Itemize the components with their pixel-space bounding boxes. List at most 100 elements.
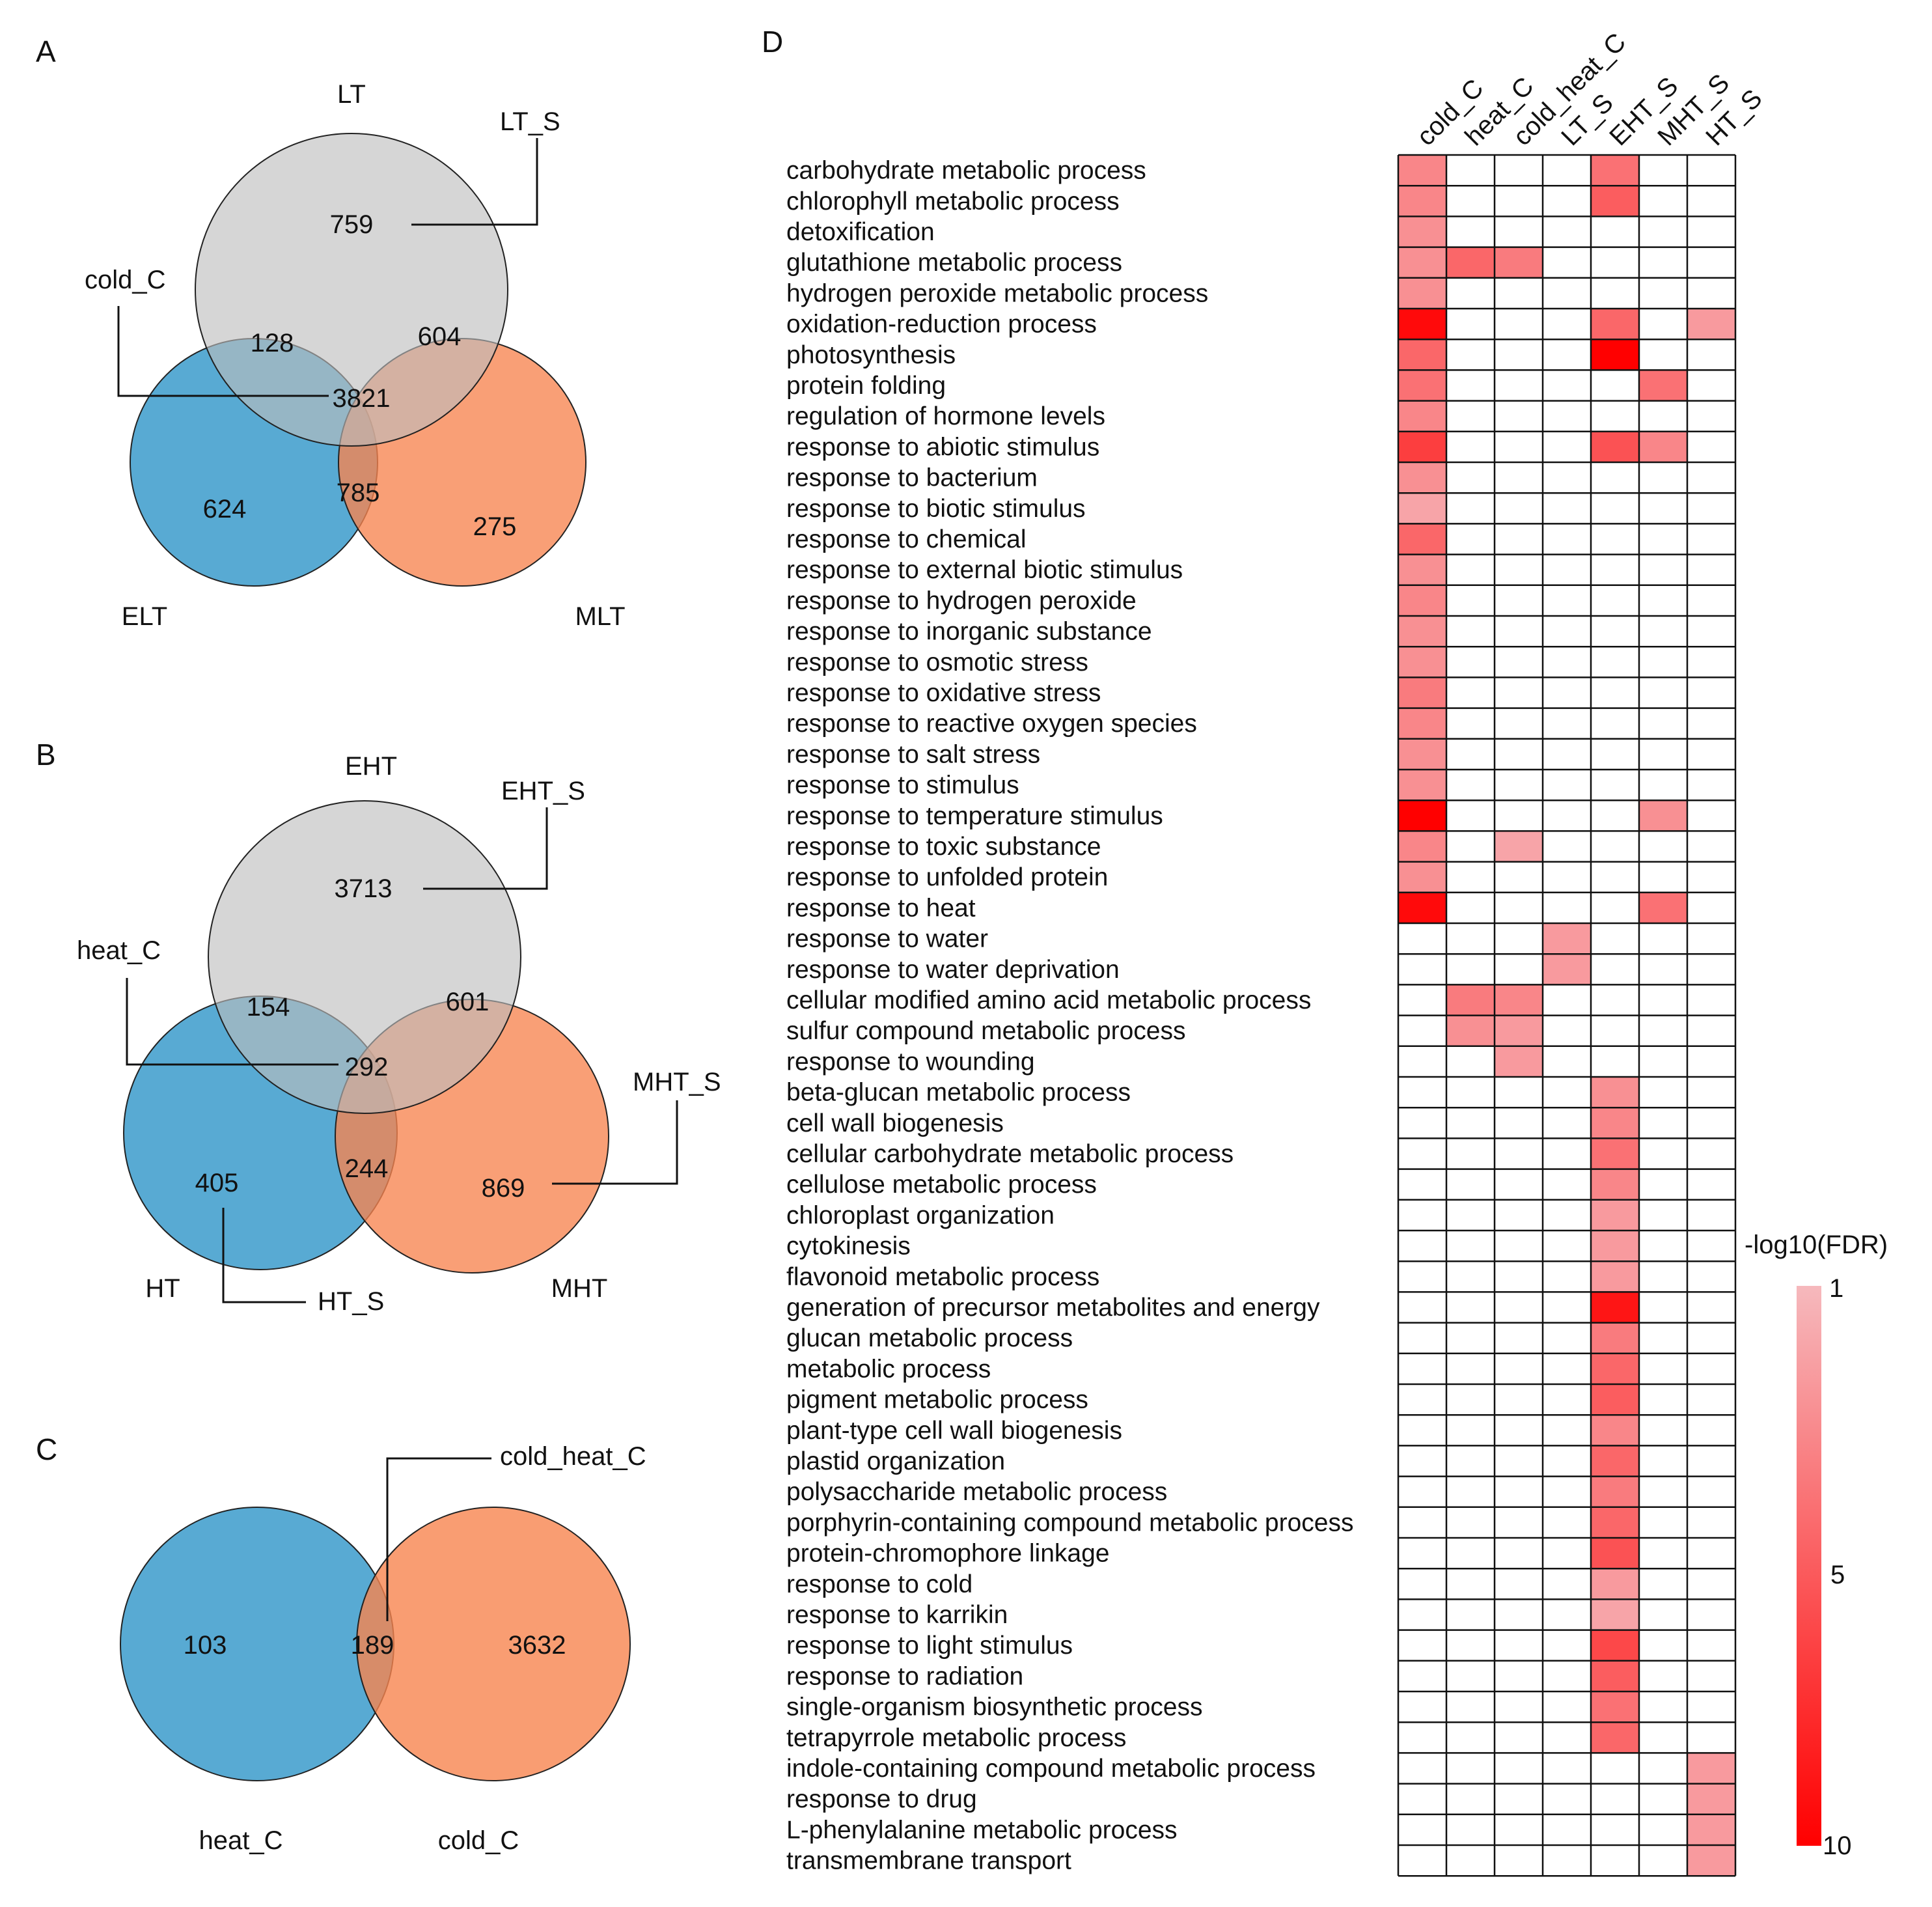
heatmap-cell-r8-c6: [1687, 400, 1735, 432]
heatmap-cell-r43-c1: [1446, 1476, 1495, 1507]
heatmap-cell-r46-c5: [1639, 1568, 1687, 1600]
heatmap-cell-r0-c2: [1495, 155, 1543, 186]
heatmap-cell-r45-c2: [1495, 1538, 1543, 1569]
heatmap-cell-r50-c2: [1495, 1691, 1543, 1723]
heatmap-cell-r7-c2: [1495, 370, 1543, 401]
venn-b-value-left-only: 405: [195, 1169, 239, 1197]
venn-panel-a: A LT ELT MLT 759 128 604 3821 624 785 27…: [36, 35, 626, 631]
heatmap-row-label: L-phenylalanine metabolic process: [786, 1816, 1178, 1844]
heatmap-row-label: oxidation-reduction process: [786, 311, 1097, 339]
heatmap-cell-r1-c5: [1639, 186, 1687, 217]
heatmap-cell-r20-c4: [1591, 770, 1639, 801]
heatmap-cell-r11-c4: [1591, 493, 1639, 524]
heatmap-cell-r9-c1: [1446, 431, 1495, 462]
heatmap-cell-r42-c6: [1687, 1445, 1735, 1477]
heatmap-cell-r31-c0: [1398, 1107, 1446, 1139]
heatmap-cell-r9-c5: [1639, 431, 1687, 462]
heatmap-cell-r41-c4: [1591, 1415, 1639, 1446]
heatmap-row-label: response to wounding: [786, 1048, 1035, 1076]
heatmap-cell-r44-c1: [1446, 1507, 1495, 1538]
heatmap-cell-r37-c5: [1639, 1292, 1687, 1323]
heatmap-row-label: indole-containing compound metabolic pro…: [786, 1755, 1316, 1783]
heatmap-cell-r26-c5: [1639, 954, 1687, 985]
heatmap-cell-r15-c3: [1543, 616, 1591, 647]
heatmap-row-label: response to biotic stimulus: [786, 495, 1086, 523]
heatmap-cell-r42-c3: [1543, 1445, 1591, 1477]
heatmap-cell-r16-c2: [1495, 647, 1543, 678]
heatmap-cell-r22-c0: [1398, 831, 1446, 862]
heatmap-cell-r43-c3: [1543, 1476, 1591, 1507]
heatmap-cell-r20-c3: [1543, 770, 1591, 801]
heatmap-cell-r33-c4: [1591, 1169, 1639, 1200]
heatmap-cell-r37-c3: [1543, 1292, 1591, 1323]
heatmap-cell-r54-c0: [1398, 1814, 1446, 1845]
venn-c-callout-line: [386, 1457, 491, 1621]
heatmap-row-label: response to toxic substance: [786, 833, 1101, 861]
heatmap-cell-r38-c6: [1687, 1322, 1735, 1354]
heatmap-cell-r31-c6: [1687, 1107, 1735, 1139]
heatmap-cell-r3-c4: [1591, 247, 1639, 278]
heatmap-cell-r29-c6: [1687, 1046, 1735, 1077]
heatmap-cell-r21-c3: [1543, 800, 1591, 831]
heatmap-cell-r16-c4: [1591, 647, 1639, 678]
venn-a-value-top-only: 759: [330, 210, 374, 239]
heatmap-cell-r34-c2: [1495, 1199, 1543, 1231]
heatmap-cell-r26-c1: [1446, 954, 1495, 985]
heatmap-cell-r22-c2: [1495, 831, 1543, 862]
heatmap-cell-r4-c1: [1446, 277, 1495, 309]
heatmap-cell-r27-c0: [1398, 984, 1446, 1016]
heatmap-cell-r3-c0: [1398, 247, 1446, 278]
heatmap-cell-r0-c0: [1398, 155, 1446, 186]
heatmap-legend: -log10(FDR) 1 5 10: [1745, 1231, 1888, 1860]
heatmap-cell-r27-c5: [1639, 984, 1687, 1016]
heatmap-row-label: beta-glucan metabolic process: [786, 1079, 1131, 1107]
heatmap-row-label: response to temperature stimulus: [786, 802, 1163, 830]
heatmap-row-label: response to reactive oxygen species: [786, 710, 1197, 738]
heatmap-cell-r14-c5: [1639, 585, 1687, 616]
heatmap-row-label: cellulose metabolic process: [786, 1171, 1097, 1199]
heatmap-cell-r52-c3: [1543, 1753, 1591, 1784]
heatmap-cell-r4-c3: [1543, 277, 1591, 309]
venn-b-label-right: MHT: [551, 1274, 608, 1303]
heatmap-cell-r20-c6: [1687, 770, 1735, 801]
heatmap-cell-r5-c4: [1591, 309, 1639, 340]
venn-b-callout-left-only: HT_S: [318, 1287, 384, 1316]
heatmap-cell-r23-c2: [1495, 861, 1543, 893]
heatmap-cell-r26-c0: [1398, 954, 1446, 985]
heatmap-cell-r49-c2: [1495, 1660, 1543, 1691]
heatmap-cell-r36-c6: [1687, 1261, 1735, 1292]
heatmap-cell-r48-c3: [1543, 1630, 1591, 1661]
heatmap-cell-r39-c1: [1446, 1353, 1495, 1384]
heatmap-cell-r45-c1: [1446, 1538, 1495, 1569]
heatmap-cell-r35-c1: [1446, 1231, 1495, 1262]
heatmap-cell-r5-c6: [1687, 309, 1735, 340]
heatmap-cell-r28-c5: [1639, 1015, 1687, 1046]
heatmap-row-label: detoxification: [786, 218, 935, 246]
heatmap-row-label: response to abiotic stimulus: [786, 433, 1099, 461]
heatmap-cell-r8-c0: [1398, 400, 1446, 432]
heatmap-cell-r45-c5: [1639, 1538, 1687, 1569]
heatmap-cell-r5-c2: [1495, 309, 1543, 340]
heatmap-cell-r16-c6: [1687, 647, 1735, 678]
heatmap-cell-r1-c4: [1591, 186, 1639, 217]
heatmap-cell-r28-c6: [1687, 1015, 1735, 1046]
heatmap-cell-r25-c5: [1639, 923, 1687, 954]
heatmap-cell-r23-c1: [1446, 861, 1495, 893]
panel-letter-d: D: [762, 25, 783, 59]
panel-letter-a: A: [36, 35, 56, 68]
heatmap-cell-r46-c1: [1446, 1568, 1495, 1600]
heatmap-cell-r48-c4: [1591, 1630, 1639, 1661]
heatmap-cell-r37-c6: [1687, 1292, 1735, 1323]
heatmap-cell-r47-c2: [1495, 1599, 1543, 1630]
heatmap-cell-r7-c6: [1687, 370, 1735, 401]
heatmap-cell-r21-c1: [1446, 800, 1495, 831]
heatmap-cell-r11-c3: [1543, 493, 1591, 524]
heatmap-cell-r43-c2: [1495, 1476, 1543, 1507]
venn-b-label-top: EHT: [345, 752, 397, 781]
heatmap-cell-r44-c4: [1591, 1507, 1639, 1538]
heatmap-cell-r13-c1: [1446, 554, 1495, 585]
heatmap-cell-r40-c5: [1639, 1384, 1687, 1415]
venn-b-callout-line-left: [222, 1208, 306, 1303]
heatmap-row-label: response to light stimulus: [786, 1632, 1073, 1660]
